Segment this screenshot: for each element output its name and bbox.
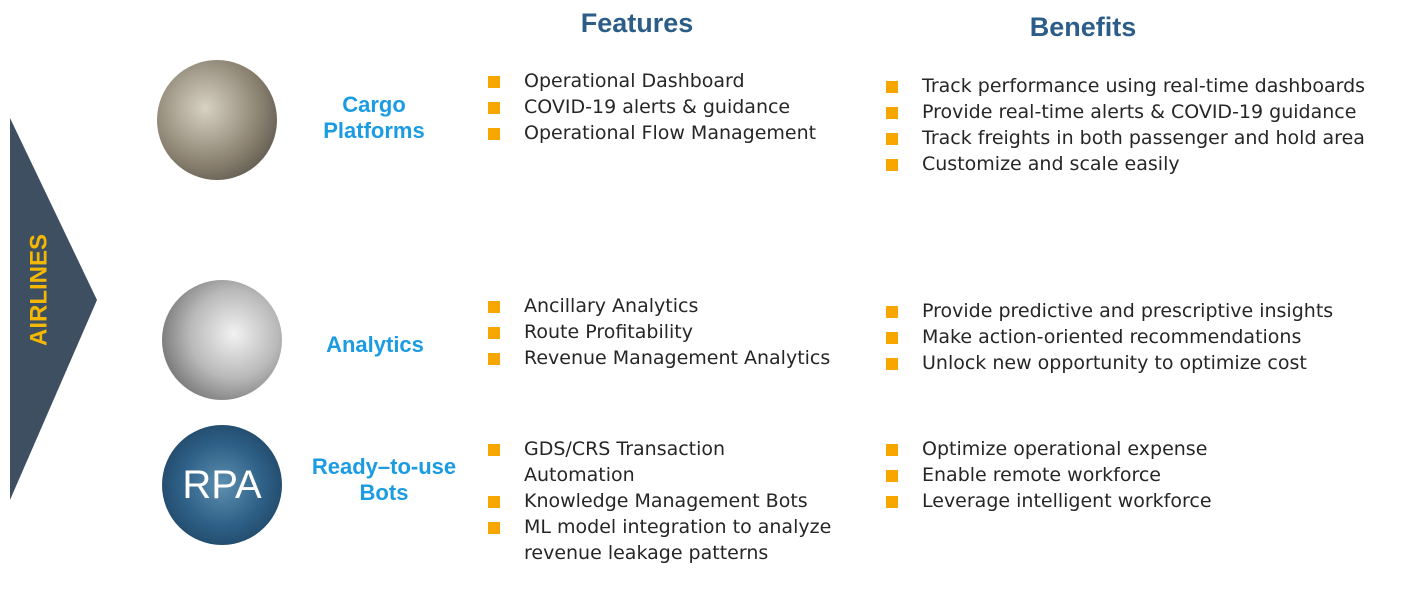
row-name: Cargo Platforms xyxy=(323,92,425,143)
benefit-item: Enable remote workforce xyxy=(886,462,1386,488)
feature-item: Route Profitability xyxy=(488,319,838,345)
feature-item: Operational Flow Management xyxy=(488,120,838,146)
row-image: RPA xyxy=(162,425,282,545)
benefit-item: Track freights in both passenger and hol… xyxy=(886,125,1386,151)
feature-item: COVID-19 alerts & guidance xyxy=(488,94,838,120)
row-name: Ready–to-use Bots xyxy=(311,454,457,505)
benefit-item: Track performance using real-time dashbo… xyxy=(886,73,1386,99)
features-header: Features xyxy=(580,8,694,38)
feature-item: Knowledge Management Bots xyxy=(488,488,838,514)
benefit-item: Leverage intelligent workforce xyxy=(886,488,1386,514)
row-image xyxy=(157,60,277,180)
row-name: Analytics xyxy=(326,332,424,357)
features-list: Operational Dashboard COVID-19 alerts & g… xyxy=(488,68,838,146)
benefit-item: Optimize operational expense xyxy=(886,436,1386,462)
image-text: RPA xyxy=(182,462,262,507)
benefit-item: Make action-oriented recommendations xyxy=(886,324,1386,350)
benefits-header: Benefits xyxy=(1029,12,1137,42)
side-arrow: AIRLINES xyxy=(10,118,97,500)
benefit-item: Provide real-time alerts & COVID-19 guid… xyxy=(886,99,1386,125)
feature-item: GDS/CRS Transaction Automation xyxy=(488,436,838,488)
benefits-list: Provide predictive and prescriptive insi… xyxy=(886,298,1386,376)
features-list: GDS/CRS Transaction Automation Knowledge … xyxy=(488,436,838,566)
row-image xyxy=(162,280,282,400)
side-label: AIRLINES xyxy=(25,234,52,346)
feature-item: Ancillary Analytics xyxy=(488,293,838,319)
benefits-list: Optimize operational expense Enable remot… xyxy=(886,436,1386,514)
benefit-item: Provide predictive and prescriptive insi… xyxy=(886,298,1386,324)
features-list: Ancillary Analytics Route Profitability Re… xyxy=(488,293,838,371)
benefit-item: Customize and scale easily xyxy=(886,151,1386,177)
feature-item: ML model integration to analyze revenue … xyxy=(488,514,838,566)
feature-item: Revenue Management Analytics xyxy=(488,345,838,371)
feature-item: Operational Dashboard xyxy=(488,68,838,94)
benefits-list: Track performance using real-time dashbo… xyxy=(886,73,1386,177)
benefit-item: Unlock new opportunity to optimize cost xyxy=(886,350,1386,376)
arrow-shape xyxy=(10,118,97,500)
